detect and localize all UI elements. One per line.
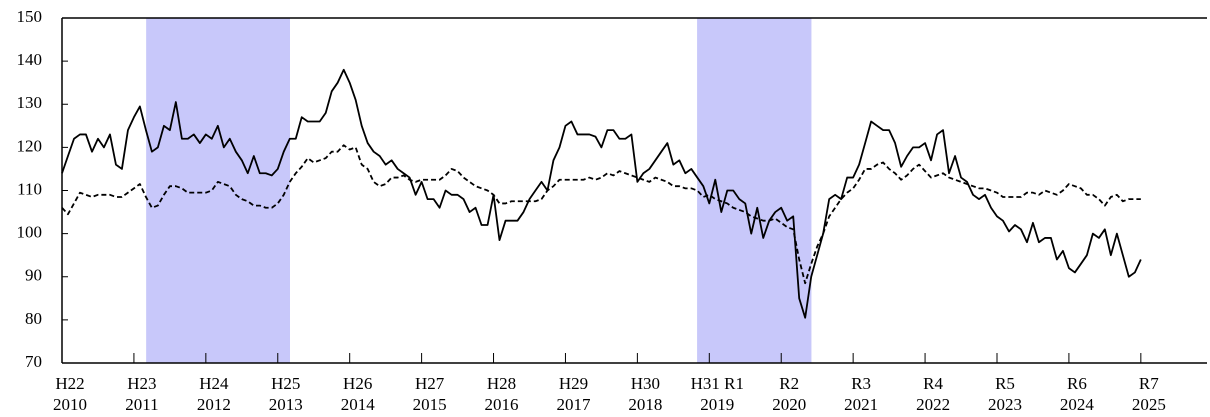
x-tick-label: 2017 bbox=[556, 395, 591, 414]
y-tick-label: 90 bbox=[25, 266, 42, 285]
x-tick-label: 2023 bbox=[988, 395, 1022, 414]
y-tick-label: 150 bbox=[17, 7, 43, 26]
x-tick-label: 2018 bbox=[628, 395, 662, 414]
y-tick-label: 110 bbox=[17, 179, 42, 198]
x-era-label: R6 bbox=[1067, 374, 1087, 393]
x-era-label: R3 bbox=[851, 374, 871, 393]
x-era-label: R5 bbox=[995, 374, 1015, 393]
x-era-label: H28 bbox=[487, 374, 516, 393]
x-era-label: H31 R1 bbox=[691, 374, 744, 393]
x-era-label: R2 bbox=[779, 374, 799, 393]
y-tick-label: 130 bbox=[17, 93, 43, 112]
x-tick-label: 2016 bbox=[485, 395, 519, 414]
x-era-label: H30 bbox=[631, 374, 660, 393]
x-era-label: H22 bbox=[55, 374, 84, 393]
series-line bbox=[61, 144, 1141, 285]
x-tick-label: 2022 bbox=[916, 395, 950, 414]
x-tick-label: 2014 bbox=[341, 395, 376, 414]
x-era-label: H26 bbox=[343, 374, 372, 393]
series-line bbox=[61, 68, 1142, 319]
x-tick-label: 2019 bbox=[700, 395, 734, 414]
x-era-label: H24 bbox=[199, 374, 229, 393]
x-era-label: H25 bbox=[271, 374, 300, 393]
shaded-period bbox=[146, 18, 290, 363]
x-tick-label: 2012 bbox=[197, 395, 231, 414]
y-tick-label: 100 bbox=[17, 223, 43, 242]
y-tick-label: 120 bbox=[17, 136, 43, 155]
x-tick-label: 2025 bbox=[1132, 395, 1166, 414]
x-tick-label: 2024 bbox=[1060, 395, 1095, 414]
x-era-label: H23 bbox=[127, 374, 156, 393]
x-era-label: H27 bbox=[415, 374, 445, 393]
y-tick-label: 80 bbox=[25, 309, 42, 328]
x-tick-label: 2020 bbox=[772, 395, 806, 414]
x-tick-label: 2015 bbox=[413, 395, 447, 414]
x-era-label: R4 bbox=[923, 374, 943, 393]
y-tick-label: 70 bbox=[25, 352, 42, 371]
x-era-label: R7 bbox=[1139, 374, 1159, 393]
x-era-label: H29 bbox=[559, 374, 588, 393]
x-tick-label: 2013 bbox=[269, 395, 303, 414]
shaded-period bbox=[697, 18, 812, 363]
y-tick-label: 140 bbox=[17, 50, 43, 69]
x-tick-label: 2010 bbox=[53, 395, 87, 414]
x-tick-label: 2021 bbox=[844, 395, 878, 414]
x-tick-label: 2011 bbox=[125, 395, 158, 414]
